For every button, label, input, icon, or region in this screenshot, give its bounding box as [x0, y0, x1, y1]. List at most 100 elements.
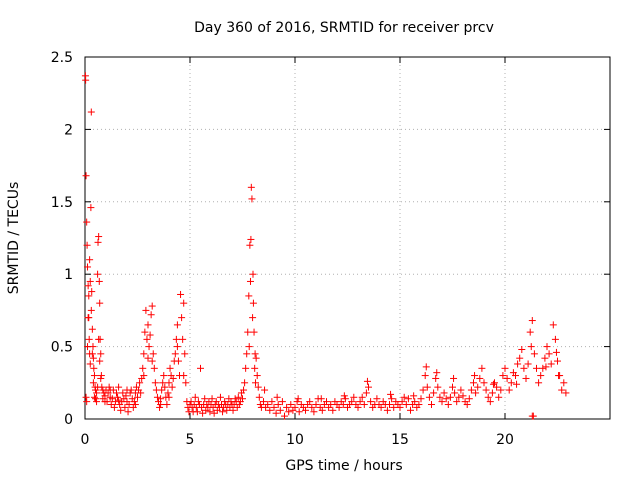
data-point	[442, 395, 450, 403]
data-point	[482, 386, 490, 394]
x-tick-label: 0	[81, 432, 90, 448]
data-point	[493, 383, 501, 391]
data-point	[317, 395, 325, 403]
data-point	[97, 350, 105, 358]
data-point	[141, 328, 149, 336]
data-point	[411, 398, 419, 406]
data-point	[255, 393, 263, 401]
data-point	[367, 398, 375, 406]
data-point	[121, 403, 129, 411]
data-point	[450, 374, 458, 382]
data-point	[87, 204, 95, 212]
data-point	[283, 403, 291, 411]
data-point	[268, 398, 276, 406]
data-point	[537, 372, 545, 380]
data-point	[84, 343, 92, 351]
data-point	[436, 393, 444, 401]
data-point	[241, 379, 249, 387]
data-point	[131, 401, 139, 409]
data-point	[145, 343, 153, 351]
x-tick-label: 10	[286, 432, 304, 448]
data-point	[106, 386, 114, 394]
data-point	[547, 360, 555, 368]
data-point	[340, 392, 348, 400]
data-point	[179, 335, 187, 343]
data-point	[234, 393, 242, 401]
data-point	[124, 408, 132, 416]
data-point	[229, 406, 237, 414]
data-point	[253, 372, 261, 380]
data-point	[528, 412, 536, 420]
data-point	[291, 403, 299, 411]
data-point	[524, 360, 532, 368]
data-point	[180, 372, 188, 380]
data-point	[248, 195, 256, 203]
data-point	[242, 364, 250, 372]
data-point	[108, 395, 116, 403]
data-point	[495, 393, 503, 401]
data-point	[85, 335, 93, 343]
data-point	[451, 389, 459, 397]
data-point	[150, 364, 158, 372]
data-point	[476, 374, 484, 382]
data-point	[177, 290, 185, 298]
data-point	[501, 364, 509, 372]
data-point	[356, 398, 364, 406]
data-point	[140, 350, 148, 358]
data-point	[86, 360, 94, 368]
data-point	[87, 108, 95, 116]
data-point	[293, 398, 301, 406]
data-point	[526, 328, 534, 336]
data-point	[197, 364, 204, 372]
data-point	[82, 172, 90, 180]
data-point	[206, 408, 214, 416]
data-point	[407, 406, 414, 414]
data-point	[486, 398, 494, 406]
data-point	[95, 335, 103, 343]
data-point	[400, 393, 408, 401]
data-point	[249, 270, 257, 278]
data-point	[312, 401, 320, 409]
data-point	[246, 277, 254, 285]
data-point	[249, 314, 257, 322]
data-point	[251, 364, 259, 372]
data-point	[87, 306, 95, 314]
data-point	[119, 389, 127, 397]
data-point	[552, 348, 560, 356]
data-point	[191, 393, 199, 401]
data-point	[169, 374, 177, 382]
data-point	[455, 393, 463, 401]
data-point	[425, 393, 433, 401]
data-point	[415, 401, 423, 409]
data-point	[285, 408, 293, 416]
data-point	[489, 380, 497, 388]
data-point	[281, 412, 288, 420]
data-point	[83, 241, 91, 249]
data-point	[159, 379, 167, 387]
data-point	[254, 383, 262, 391]
y-tick-label: 0	[64, 412, 73, 428]
data-point	[134, 393, 141, 401]
data-point	[86, 277, 94, 285]
data-point	[88, 350, 96, 358]
data-series	[81, 72, 570, 420]
data-point	[421, 372, 429, 380]
data-point	[105, 383, 113, 391]
data-point	[173, 321, 181, 329]
data-point	[90, 393, 98, 401]
data-point	[350, 393, 358, 401]
data-point	[306, 398, 314, 406]
data-point	[377, 403, 385, 411]
data-point	[130, 398, 138, 406]
data-point	[467, 386, 475, 394]
data-point	[396, 403, 404, 411]
data-point	[478, 364, 486, 372]
data-point	[419, 386, 427, 394]
data-point	[554, 357, 561, 365]
y-axis-label: SRMTID / TECUs	[6, 182, 22, 295]
data-point	[147, 311, 155, 319]
data-point	[160, 372, 168, 380]
data-point	[92, 395, 99, 403]
data-point	[244, 328, 252, 336]
